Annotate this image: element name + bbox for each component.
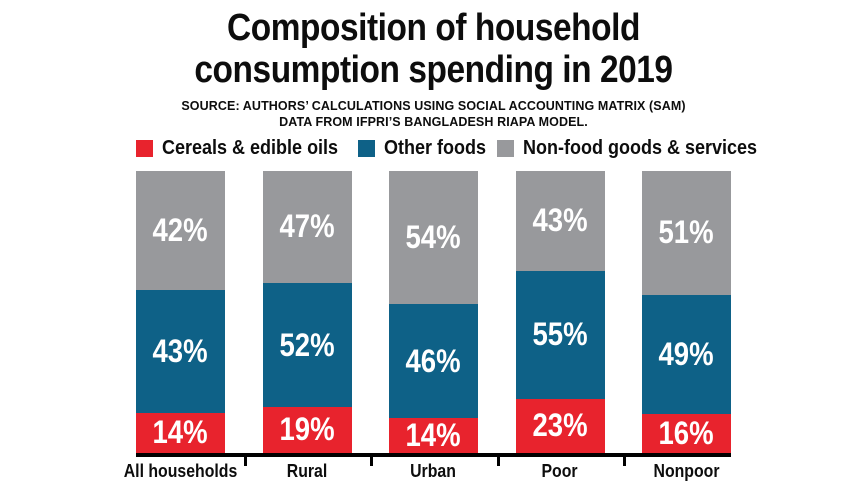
plot-area: 42% 43% 14% 47% 52% 19% 54% 46% 14% 43% 55% 23% 51% 4… [124, 170, 731, 482]
value-label-other-foods-rural: 52% [279, 326, 335, 363]
value-label-other-foods-nonpoor: 49% [658, 335, 715, 372]
value-label-cereals-edible-oils-rural: 19% [279, 411, 335, 448]
segment-other-foods-poor: 55% [515, 270, 605, 399]
x-axis-label-text-rural: Rural [286, 460, 328, 481]
chart-title: Composition of household consumption spe… [136, 7, 731, 92]
segment-other-foods-rural: 52% [262, 282, 352, 408]
segment-other-foods-nonpoor: 49% [642, 294, 731, 414]
legend-label-cereals-edible-oils: Cereals & edible oils [162, 137, 339, 160]
segment-cereals-edible-oils-nonpoor: 16% [642, 413, 731, 453]
segment-non-food-goods-services-rural: 47% [262, 170, 352, 283]
segment-other-foods-all-households: 43% [136, 290, 225, 413]
legend-item-other-foods: Other foods [357, 137, 497, 160]
segment-other-foods-urban: 46% [389, 304, 478, 418]
value-label-other-foods-all-households: 43% [152, 332, 209, 369]
legend-label-non-food-goods-services: Non-food goods & services [522, 137, 758, 160]
x-axis-label-all-households: All households [124, 461, 238, 482]
chart-title-line-1: Composition of household [227, 7, 640, 49]
x-axis-tick-4 [623, 456, 627, 466]
segment-non-food-goods-services-all-households: 42% [136, 170, 225, 291]
legend-swatch-cereals-edible-oils [136, 140, 153, 158]
value-label-cereals-edible-oils-nonpoor: 16% [658, 414, 715, 451]
source-note: SOURCE: AUTHORS’ CALCULATIONS USING SOCI… [136, 98, 731, 131]
x-axis-tick-3 [496, 456, 500, 466]
legend-swatch-non-food-goods-services [496, 140, 514, 158]
segment-cereals-edible-oils-rural: 19% [262, 407, 352, 453]
x-axis-tick-2 [370, 456, 374, 466]
x-axis-label-urban: Urban [389, 461, 478, 482]
bar-urban: 54% 46% 14% [389, 170, 478, 453]
x-axis-label-text-nonpoor: Nonpoor [653, 460, 720, 481]
segment-non-food-goods-services-poor: 43% [515, 170, 605, 271]
x-axis-labels: All households Rural Urban Poor Nonpoor [124, 461, 731, 482]
value-label-cereals-edible-oils-urban: 14% [405, 416, 462, 453]
value-label-non-food-goods-services-urban: 54% [405, 218, 462, 255]
x-axis-line [136, 452, 731, 457]
value-label-non-food-goods-services-all-households: 42% [152, 211, 209, 248]
bar-poor: 43% 55% 23% [515, 170, 605, 453]
chart-container: Composition of household consumption spe… [124, 0, 757, 482]
x-axis-label-rural: Rural [263, 461, 352, 482]
chart-title-line-2: consumption spending in 2019 [194, 48, 673, 91]
segment-cereals-edible-oils-poor: 23% [515, 398, 605, 453]
legend-label-other-foods: Other foods [383, 137, 486, 160]
legend-swatch-other-foods [357, 140, 375, 158]
segment-non-food-goods-services-urban: 54% [389, 170, 478, 305]
bar-nonpoor: 51% 49% 16% [642, 170, 731, 453]
legend-item-cereals-edible-oils: Cereals & edible oils [136, 137, 358, 160]
x-axis-label-text-all-households: All households [123, 460, 238, 481]
value-label-cereals-edible-oils-poor: 23% [532, 407, 588, 444]
segment-cereals-edible-oils-all-households: 14% [136, 412, 225, 453]
value-label-non-food-goods-services-rural: 47% [279, 208, 335, 245]
value-label-other-foods-poor: 55% [532, 316, 588, 353]
value-label-cereals-edible-oils-all-households: 14% [152, 414, 209, 451]
bar-rural: 47% 52% 19% [262, 170, 352, 453]
value-label-non-food-goods-services-nonpoor: 51% [658, 214, 715, 251]
legend-item-non-food-goods-services: Non-food goods & services [496, 137, 783, 160]
bar-all-households: 42% 43% 14% [136, 170, 225, 453]
x-axis-label-nonpoor: Nonpoor [642, 461, 731, 482]
value-label-non-food-goods-services-poor: 43% [532, 202, 588, 239]
x-axis-label-poor: Poor [516, 461, 605, 482]
source-note-line-2: DATA FROM IFPRI’S BANGLADESH RIAPA MODEL… [279, 115, 588, 130]
value-label-other-foods-urban: 46% [405, 342, 462, 379]
legend: Cereals & edible oils Other foods Non-food… [136, 137, 757, 160]
x-axis-label-text-urban: Urban [410, 460, 457, 481]
bars-group: 42% 43% 14% 47% 52% 19% 54% 46% 14% 43% 55% 23% 51% 4… [136, 170, 731, 453]
source-note-line-1: SOURCE: AUTHORS’ CALCULATIONS USING SOCI… [181, 98, 686, 113]
segment-cereals-edible-oils-urban: 14% [389, 416, 478, 453]
x-axis-label-text-poor: Poor [541, 460, 579, 481]
x-axis-tick-1 [243, 456, 247, 466]
segment-non-food-goods-services-nonpoor: 51% [642, 170, 731, 295]
